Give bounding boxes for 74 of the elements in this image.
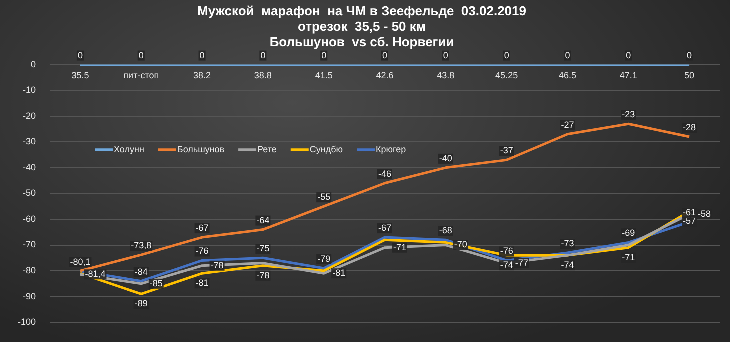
legend-label: Сундбю <box>310 144 344 154</box>
data-label: 0 <box>565 50 570 60</box>
legend-label: Крюгер <box>376 144 406 154</box>
x-tick-label: 38.2 <box>194 70 212 81</box>
x-tick-label: 45.25 <box>496 70 518 81</box>
legend-label: Рете <box>258 144 277 154</box>
data-label: -74 <box>500 260 514 270</box>
data-label: 0 <box>626 50 632 60</box>
data-label: -27 <box>561 120 574 130</box>
data-label: 0 <box>687 50 692 60</box>
data-label: -71 <box>394 242 407 252</box>
data-label: 0 <box>138 50 144 60</box>
data-label: -81,4 <box>85 269 106 280</box>
data-label: 0 <box>322 50 327 60</box>
y-tick-label: -20 <box>23 110 36 121</box>
data-label: 0 <box>78 50 83 60</box>
x-tick-label: 50 <box>684 70 695 81</box>
data-label: -76 <box>500 246 514 256</box>
data-label: -78 <box>256 270 270 280</box>
chart-title: Мужской марафон на ЧМ в Зеефельде 03.02.2019 <box>198 3 526 18</box>
data-label: 0 <box>200 50 205 60</box>
x-tick-label: 46.5 <box>558 70 576 81</box>
x-tick-label: 38.8 <box>254 70 272 81</box>
data-label: -67 <box>378 223 392 234</box>
x-tick-label: 47.1 <box>620 70 638 81</box>
data-label: -84 <box>134 266 148 277</box>
data-label: 0 <box>260 50 266 60</box>
legend-label: Большунов <box>177 144 225 154</box>
y-tick-label: -80 <box>23 266 36 276</box>
data-label: -64 <box>256 215 270 226</box>
x-tick-label: 42.6 <box>376 70 394 81</box>
y-tick-label: 0 <box>31 59 36 70</box>
y-tick-label: -60 <box>23 214 36 224</box>
y-tick-label: -40 <box>23 162 36 172</box>
data-label: -67 <box>196 223 209 234</box>
y-tick-label: -100 <box>18 317 36 328</box>
data-label: -28 <box>683 122 696 132</box>
data-label: -40 <box>439 153 452 164</box>
x-tick-label: 43.8 <box>437 70 455 81</box>
data-label: -78 <box>210 260 224 270</box>
data-label: -58 <box>698 208 712 219</box>
data-label: 0 <box>443 50 448 60</box>
y-tick-label: -30 <box>23 136 36 147</box>
data-label: -73 <box>561 238 574 248</box>
data-label: -46 <box>378 168 392 179</box>
data-label: -85 <box>150 278 163 288</box>
data-label: -71 <box>622 252 636 262</box>
data-label: -89 <box>134 298 148 309</box>
data-label: -69 <box>622 228 636 238</box>
data-label: -81 <box>332 268 346 278</box>
x-tick-label: пит-стоп <box>124 70 160 81</box>
y-tick-label: -50 <box>23 188 36 198</box>
data-label: -76 <box>196 246 209 256</box>
legend-label: Холунн <box>114 144 144 154</box>
chart-subtitle: отрезок 35,5 - 50 км Большунов vs сб. Норвегии <box>270 18 454 50</box>
data-label: -37 <box>500 146 514 156</box>
data-label: -80,1 <box>70 256 91 267</box>
y-tick-label: -90 <box>23 291 36 302</box>
y-tick-label: -10 <box>23 85 36 96</box>
data-label: -81 <box>196 278 209 288</box>
x-tick-label: 35.5 <box>72 70 90 81</box>
data-label: -75 <box>256 244 270 254</box>
data-label: -73,8 <box>131 240 152 251</box>
data-label: -74 <box>561 260 574 270</box>
data-label: -79 <box>318 254 331 264</box>
x-tick-label: 41.5 <box>315 70 333 81</box>
data-label: -23 <box>622 110 636 120</box>
data-label: -68 <box>439 226 452 236</box>
data-label: -77 <box>515 258 528 268</box>
data-label: -70 <box>454 240 468 250</box>
data-label: -55 <box>318 192 331 202</box>
y-tick-label: -70 <box>23 240 36 250</box>
data-label: 0 <box>382 50 388 60</box>
data-label: 0 <box>504 50 510 60</box>
